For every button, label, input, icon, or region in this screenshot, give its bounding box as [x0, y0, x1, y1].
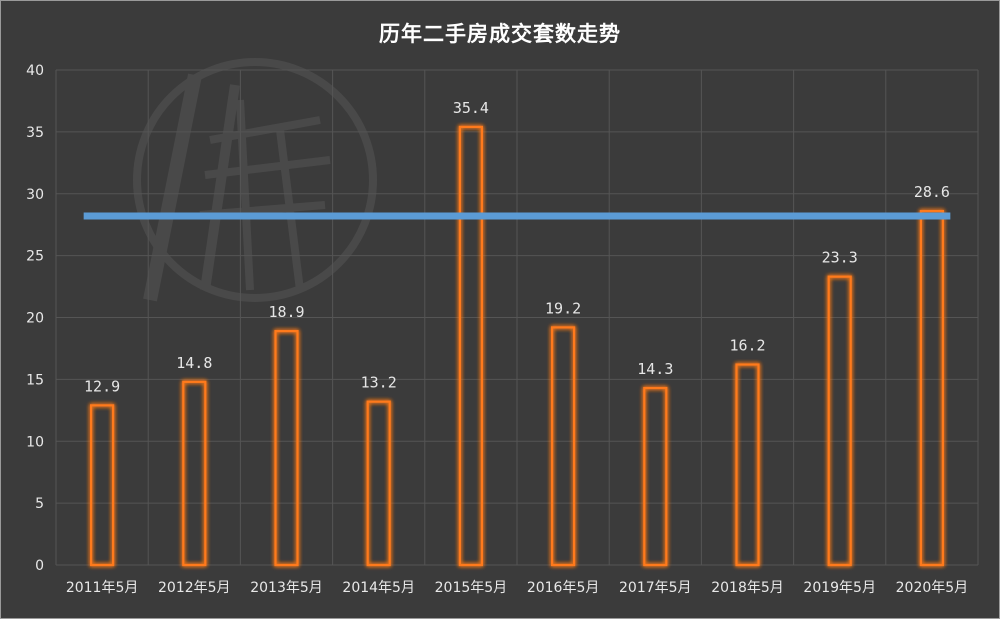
- y-tick-label: 15: [26, 372, 44, 388]
- bar: [366, 400, 391, 567]
- data-label: 18.9: [268, 303, 304, 321]
- x-tick-label: 2018年5月: [711, 580, 784, 596]
- y-tick-label: 0: [35, 558, 44, 574]
- x-tick-label: 2011年5月: [66, 580, 139, 596]
- y-tick-label: 35: [26, 125, 44, 141]
- x-tick-label: 2013年5月: [250, 580, 323, 596]
- bar: [827, 275, 852, 567]
- data-label: 16.2: [729, 337, 765, 355]
- y-tick-label: 40: [26, 63, 44, 79]
- data-label: 28.6: [914, 183, 950, 201]
- data-label: 14.3: [637, 360, 673, 378]
- bar: [458, 125, 483, 567]
- bar: [643, 386, 668, 567]
- y-tick-label: 20: [26, 311, 44, 327]
- watermark-logo: [133, 58, 377, 302]
- y-tick-label: 30: [26, 187, 44, 203]
- data-label: 35.4: [453, 99, 489, 117]
- y-tick-label: 10: [26, 434, 44, 450]
- bar: [274, 330, 299, 567]
- y-tick-label: 5: [35, 496, 44, 512]
- bar: [919, 209, 945, 567]
- bar: [735, 363, 760, 567]
- y-axis-ticks: 0 5 10 15 20 25 30 35 40: [26, 63, 44, 574]
- gridlines: [55, 69, 979, 566]
- x-tick-label: 2020年5月: [896, 580, 969, 596]
- x-tick-label: 2012年5月: [158, 580, 231, 596]
- data-label: 23.3: [822, 249, 858, 267]
- data-label: 12.9: [84, 377, 120, 395]
- y-tick-label: 25: [26, 249, 44, 265]
- bar: [89, 404, 115, 567]
- bar: [182, 380, 207, 567]
- data-labels: 12.9 14.8 18.9 13.2 35.4 19.2 14.3 16.2 23.3 28.6: [84, 99, 950, 395]
- x-tick-label: 2015年5月: [435, 580, 508, 596]
- data-label: 13.2: [361, 374, 397, 392]
- data-label: 19.2: [545, 299, 581, 317]
- x-tick-label: 2019年5月: [803, 580, 876, 596]
- x-tick-label: 2016年5月: [527, 580, 600, 596]
- x-tick-label: 2017年5月: [619, 580, 692, 596]
- bar: [550, 326, 576, 567]
- data-label: 14.8: [176, 354, 212, 372]
- chart-title: 历年二手房成交套数走势: [379, 22, 621, 46]
- bars: [89, 125, 945, 567]
- x-tick-label: 2014年5月: [342, 580, 415, 596]
- x-axis-ticks: 2011年5月 2012年5月 2013年5月 2014年5月 2015年5月 2016年…: [66, 580, 968, 596]
